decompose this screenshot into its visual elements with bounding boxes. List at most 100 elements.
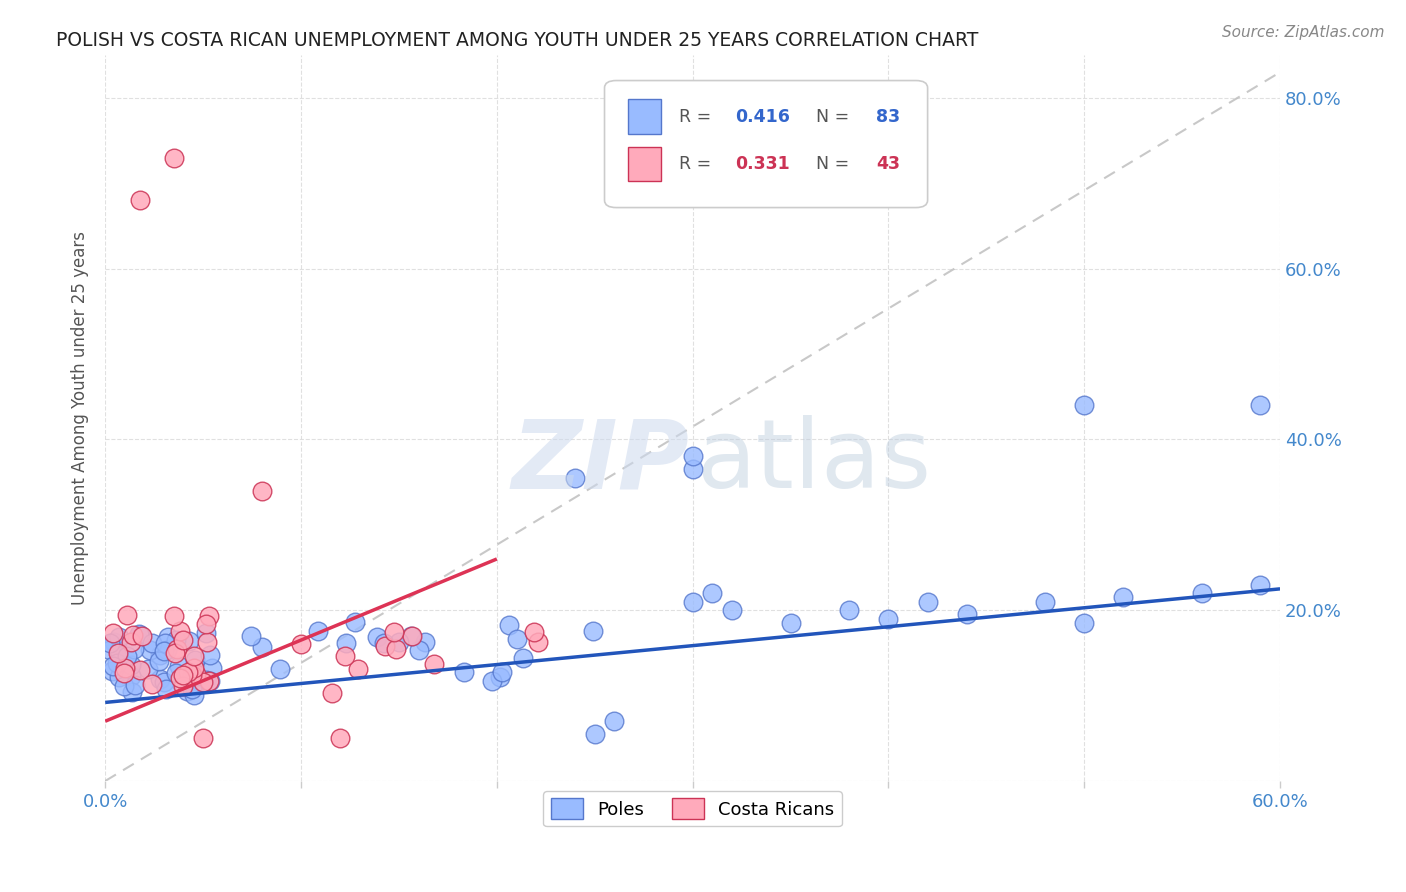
- Point: [200, 648, 222, 662]
- Point: [101, 665, 124, 679]
- Point: [1033, 595, 1056, 609]
- Point: [114, 661, 136, 675]
- Point: [373, 636, 395, 650]
- Point: [120, 658, 142, 673]
- Point: [1073, 615, 1095, 630]
- Point: [122, 628, 145, 642]
- Point: [191, 731, 214, 746]
- Point: [172, 668, 194, 682]
- Point: [582, 624, 605, 638]
- Text: 0.331: 0.331: [735, 155, 790, 173]
- Point: [108, 670, 131, 684]
- Point: [115, 649, 138, 664]
- Point: [366, 630, 388, 644]
- Point: [152, 644, 174, 658]
- Point: [181, 681, 204, 696]
- Point: [101, 626, 124, 640]
- Text: 83: 83: [876, 108, 900, 126]
- Point: [252, 640, 274, 654]
- Point: [129, 628, 152, 642]
- Point: [183, 678, 205, 692]
- Point: [838, 603, 860, 617]
- Point: [682, 595, 704, 609]
- Point: [186, 667, 208, 681]
- Point: [128, 627, 150, 641]
- FancyBboxPatch shape: [628, 146, 661, 181]
- Point: [512, 651, 534, 665]
- Point: [112, 679, 135, 693]
- Point: [250, 483, 273, 498]
- Point: [197, 635, 219, 649]
- Point: [115, 607, 138, 622]
- Point: [720, 603, 742, 617]
- Point: [129, 194, 152, 208]
- Point: [329, 731, 352, 746]
- Point: [481, 674, 503, 689]
- Point: [103, 635, 125, 649]
- Point: [108, 630, 131, 644]
- Text: N =: N =: [806, 155, 855, 173]
- Point: [148, 654, 170, 668]
- Point: [120, 635, 142, 649]
- Point: [408, 642, 430, 657]
- Point: [183, 688, 205, 702]
- Point: [1249, 398, 1271, 412]
- Text: 43: 43: [876, 155, 900, 173]
- Point: [131, 629, 153, 643]
- Point: [269, 662, 291, 676]
- Point: [165, 632, 187, 647]
- Point: [1112, 591, 1135, 605]
- Point: [198, 673, 221, 688]
- Point: [346, 662, 368, 676]
- Point: [564, 471, 586, 485]
- FancyBboxPatch shape: [628, 99, 661, 135]
- Point: [498, 618, 520, 632]
- Point: [155, 681, 177, 696]
- Text: atlas: atlas: [696, 415, 931, 508]
- Point: [523, 625, 546, 640]
- Point: [149, 672, 172, 686]
- Legend: Poles, Costa Ricans: Poles, Costa Ricans: [544, 791, 842, 826]
- Point: [198, 609, 221, 624]
- Point: [129, 663, 152, 677]
- Point: [491, 665, 513, 679]
- Point: [702, 586, 724, 600]
- Point: [191, 675, 214, 690]
- Point: [172, 679, 194, 693]
- Point: [382, 625, 405, 640]
- Point: [176, 683, 198, 698]
- Point: [124, 678, 146, 692]
- Point: [1249, 577, 1271, 591]
- Point: [385, 642, 408, 657]
- Point: [139, 643, 162, 657]
- Text: Source: ZipAtlas.com: Source: ZipAtlas.com: [1222, 25, 1385, 40]
- Point: [121, 685, 143, 699]
- Point: [333, 648, 356, 663]
- Point: [290, 637, 312, 651]
- Point: [184, 653, 207, 667]
- Point: [120, 669, 142, 683]
- Point: [603, 714, 626, 729]
- Text: POLISH VS COSTA RICAN UNEMPLOYMENT AMONG YOUTH UNDER 25 YEARS CORRELATION CHART: POLISH VS COSTA RICAN UNEMPLOYMENT AMONG…: [56, 31, 979, 50]
- Point: [453, 665, 475, 680]
- Point: [877, 612, 900, 626]
- Point: [527, 635, 550, 649]
- Point: [112, 665, 135, 680]
- Point: [156, 630, 179, 644]
- Text: R =: R =: [679, 108, 716, 126]
- Point: [105, 656, 128, 670]
- Point: [166, 641, 188, 656]
- Point: [423, 657, 446, 671]
- Point: [506, 632, 529, 646]
- Point: [103, 658, 125, 673]
- Point: [240, 629, 263, 643]
- Y-axis label: Unemployment Among Youth under 25 years: Unemployment Among Youth under 25 years: [72, 231, 89, 605]
- Point: [107, 646, 129, 660]
- Point: [583, 727, 606, 741]
- Point: [167, 658, 190, 673]
- Point: [169, 624, 191, 638]
- Text: 0.416: 0.416: [735, 108, 790, 126]
- Point: [155, 635, 177, 649]
- Point: [156, 642, 179, 657]
- Point: [152, 675, 174, 690]
